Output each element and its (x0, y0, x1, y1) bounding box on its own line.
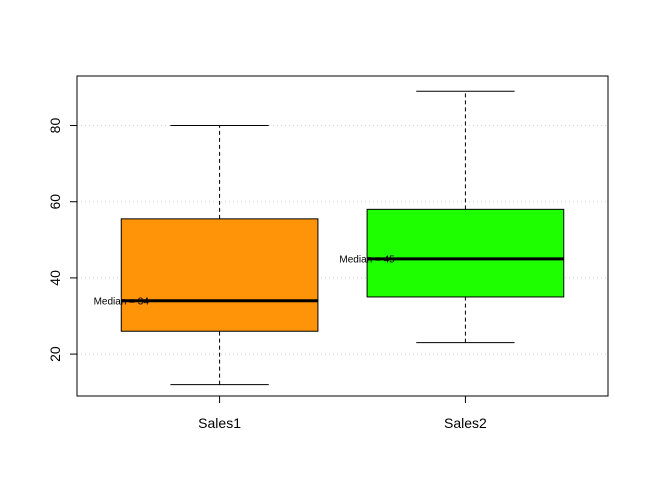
box-sales1: Median = 34 (94, 125, 319, 386)
box-iqr (120, 218, 319, 332)
x-axis: Sales1 Sales2 (198, 395, 487, 431)
median-label: Median = 45 (339, 254, 395, 265)
box-sales2: Median = 45 (339, 90, 565, 344)
x-tick-label: Sales2 (444, 415, 487, 431)
y-axis: 20 40 60 80 (47, 118, 78, 362)
y-tick-label: 20 (47, 346, 63, 362)
y-tick-label: 80 (47, 118, 63, 134)
y-tick-label: 60 (47, 194, 63, 210)
box-iqr (366, 208, 565, 298)
median-label: Median = 34 (94, 296, 150, 307)
box-group: Median = 34 Median = 45 (94, 90, 565, 386)
y-tick-label: 40 (47, 270, 63, 286)
x-tick-label: Sales1 (198, 415, 241, 431)
